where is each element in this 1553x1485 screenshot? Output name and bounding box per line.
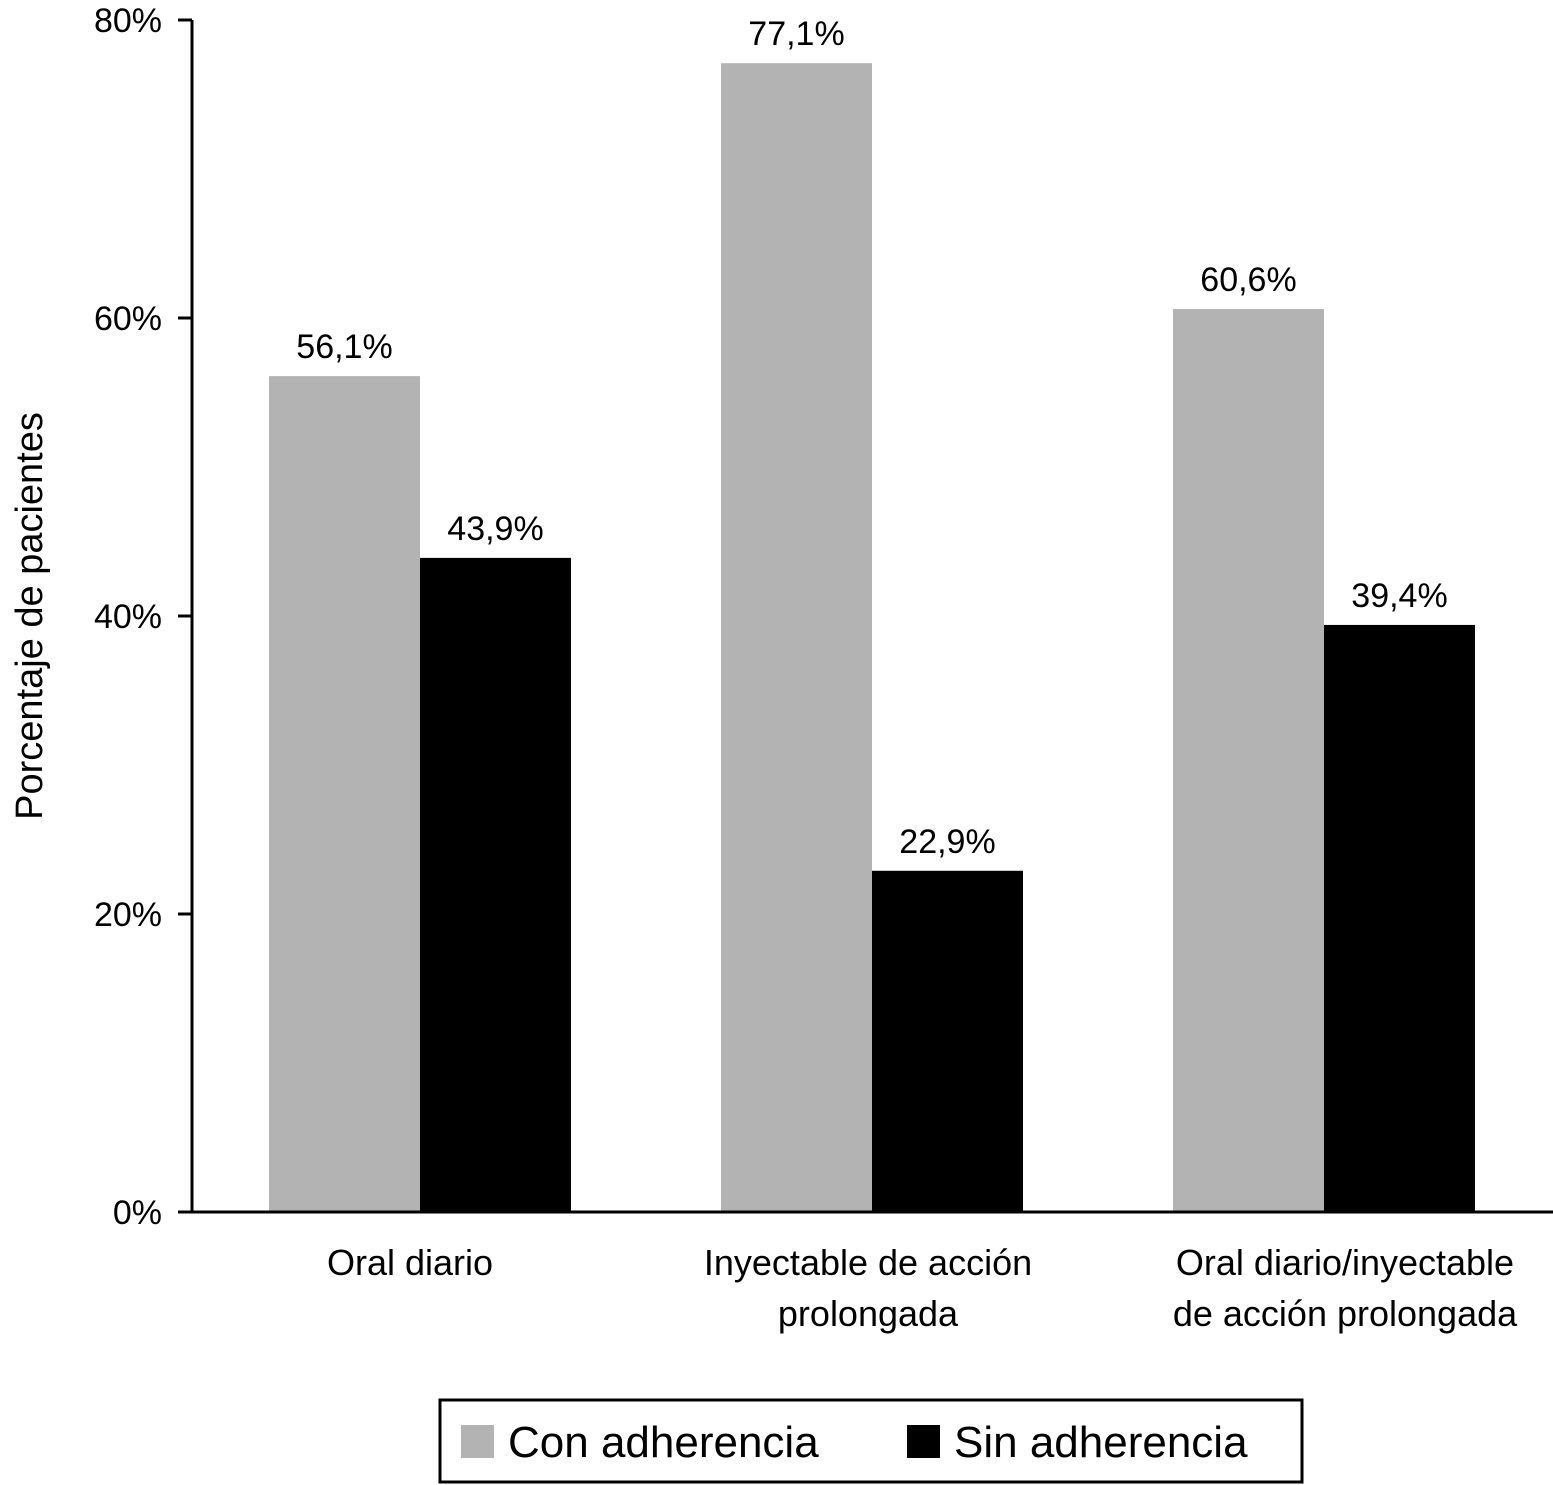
value-labels-group: 56,1% 77,1% 60,6% 43,9% 22,9% 39,4% [296,15,1447,861]
bar-sin-adherencia-3 [1324,624,1475,1212]
x-tick-label: Inyectable de acción [704,1242,1032,1283]
x-tick-label: Oral diario [327,1242,493,1283]
y-tick-label: 0% [113,1194,162,1232]
y-axis-title: Porcentaje de pacientes [9,412,51,820]
y-tick-label: 80% [94,2,162,40]
data-label: 22,9% [899,823,995,861]
data-label: 39,4% [1351,577,1447,615]
legend-label: Con adherencia [508,1418,819,1467]
category-labels-group: Oral diario Inyectable de acción prolongad… [327,1242,1518,1334]
bar-con-adherencia-3 [1173,309,1324,1212]
bars-group [269,63,1475,1213]
data-label: 43,9% [447,510,543,548]
bar-sin-adherencia-1 [420,557,571,1212]
axes-group: 0% 20% 40% 60% 80% [94,2,1553,1232]
y-axis-title-group: Porcentaje de pacientes [9,412,51,820]
legend-label: Sin adherencia [954,1418,1248,1467]
data-label: 60,6% [1200,261,1296,299]
legend-box [438,1398,1304,1484]
bar-sin-adherencia-2 [872,870,1023,1212]
y-tick-label: 60% [94,300,162,338]
data-label: 77,1% [748,15,844,53]
legend: Con adherencia Sin adherencia [438,1398,1304,1484]
y-tick-label: 20% [94,896,162,934]
x-tick-label: Oral diario/inyectable [1176,1242,1514,1283]
data-label: 56,1% [296,328,392,366]
legend-swatch-sin-adherencia [907,1425,940,1458]
bar-con-adherencia-1 [269,376,420,1212]
x-tick-label: de acción prolongada [1173,1293,1518,1334]
legend-swatch-con-adherencia [461,1425,494,1458]
bar-con-adherencia-2 [721,63,872,1213]
y-tick-label: 40% [94,598,162,636]
x-tick-label: prolongada [778,1293,959,1334]
